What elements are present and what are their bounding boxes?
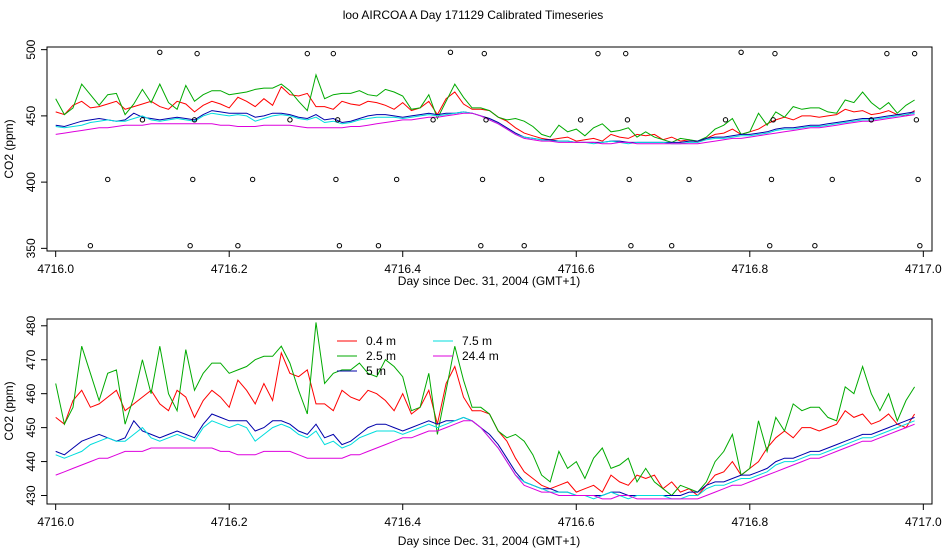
bottom-plot-frame <box>46 318 933 505</box>
bottom-series-line-1 <box>55 322 916 497</box>
top-x-tick-label: 4716.0 <box>37 262 74 276</box>
bottom-y-axis-label: CO2 (ppm) <box>2 381 16 440</box>
bottom-y-tick-label: 450 <box>24 417 38 437</box>
top-point <box>917 243 923 249</box>
top-point <box>336 243 343 249</box>
legend-label-2: 5 m <box>366 364 386 378</box>
legend-label-3: 7.5 m <box>462 334 492 348</box>
top-point <box>768 176 775 183</box>
bottom-series-line-2 <box>55 413 915 496</box>
top-point <box>481 50 487 57</box>
top-point <box>187 243 193 249</box>
bottom-x-tick-label: 4717.0 <box>905 515 942 529</box>
legend-label-1: 2.5 m <box>366 349 396 363</box>
bottom-x-axis-label: Day since Dec. 31, 2004 (GMT+1) <box>398 534 580 548</box>
top-point <box>829 176 835 183</box>
top-panel: 4716.0 4716.2 4716.4 4716.6 4716.8 4717.0 350… <box>2 39 942 288</box>
top-point <box>686 176 692 183</box>
top-point <box>767 243 773 249</box>
top-series-line-2 <box>55 110 915 143</box>
top-x-tick-label: 4716.6 <box>558 262 595 276</box>
top-point <box>235 243 241 249</box>
top-point <box>624 117 631 123</box>
bottom-y-tick-label: 480 <box>24 315 38 335</box>
top-point <box>190 176 196 183</box>
bottom-x-tick-label: 4716.0 <box>37 515 74 529</box>
top-point <box>669 243 675 249</box>
top-plot-frame <box>46 46 933 252</box>
top-y-axis: 350 400 450 500 <box>24 39 47 258</box>
top-point <box>447 49 454 55</box>
figure-title: loo AIRCOA A Day 171129 Calibrated Times… <box>343 8 604 22</box>
top-point <box>304 50 310 57</box>
top-point <box>375 243 382 249</box>
top-point <box>738 49 744 55</box>
top-point <box>770 117 776 123</box>
top-point <box>538 176 545 183</box>
bottom-y-tick-label: 440 <box>24 451 38 471</box>
top-point <box>521 243 527 249</box>
top-x-axis-label: Day since Dec. 31, 2004 (GMT+1) <box>398 274 580 288</box>
top-point <box>330 50 337 57</box>
top-point <box>430 117 436 123</box>
bottom-x-tick-label: 4716.8 <box>731 515 768 529</box>
top-point <box>626 176 632 183</box>
top-point <box>812 243 818 249</box>
top-series-line-0 <box>55 85 915 143</box>
legend: 0.4 m2.5 m5 m 7.5 m24.4 m <box>337 334 499 378</box>
top-point <box>913 117 920 123</box>
top-y-tick-label: 500 <box>24 39 38 59</box>
bottom-series-line-4 <box>55 420 915 500</box>
top-point <box>911 50 918 57</box>
top-point <box>623 50 629 57</box>
top-point <box>868 117 874 123</box>
top-point <box>249 176 256 183</box>
top-series-line-1 <box>55 73 915 143</box>
top-point <box>87 243 94 249</box>
top-point <box>194 50 200 57</box>
top-y-tick-label: 450 <box>24 106 38 126</box>
top-point <box>287 117 293 123</box>
top-x-tick-label: 4717.0 <box>905 262 942 276</box>
top-point <box>628 243 634 249</box>
top-point <box>191 117 198 123</box>
top-point <box>157 49 163 55</box>
top-point <box>483 117 489 123</box>
bottom-x-tick-label: 4716.2 <box>211 515 248 529</box>
bottom-y-axis: 430 440 450 460 470 480 <box>24 315 47 506</box>
top-y-tick-label: 400 <box>24 172 38 192</box>
top-point <box>334 117 341 123</box>
top-point <box>595 50 601 57</box>
top-point <box>393 176 400 183</box>
top-point <box>884 50 890 57</box>
bottom-series-line-0 <box>55 351 916 497</box>
legend-label-0: 0.4 m <box>366 334 396 348</box>
bottom-y-tick-label: 460 <box>24 383 38 403</box>
top-point <box>139 117 146 123</box>
bottom-y-tick-label: 430 <box>24 485 38 505</box>
bottom-x-tick-label: 4716.4 <box>384 515 421 529</box>
top-x-tick-label: 4716.8 <box>731 262 768 276</box>
bottom-x-tick-label: 4716.6 <box>558 515 595 529</box>
top-point <box>478 243 484 249</box>
legend-label-4: 24.4 m <box>462 349 499 363</box>
top-point <box>333 176 339 183</box>
bottom-x-axis: 4716.0 4716.2 4716.4 4716.6 4716.8 4717.0 <box>37 504 942 529</box>
bottom-y-tick-label: 470 <box>24 349 38 369</box>
top-point <box>577 117 584 123</box>
top-y-tick-label: 350 <box>24 238 38 258</box>
top-point <box>105 176 111 183</box>
top-point <box>772 50 778 57</box>
top-point <box>722 117 729 123</box>
top-y-axis-label: CO2 (ppm) <box>2 119 16 178</box>
bottom-panel: 4716.0 4716.2 4716.4 4716.6 4716.8 4717.0 430… <box>2 315 942 548</box>
top-point <box>479 176 486 183</box>
top-x-axis: 4716.0 4716.2 4716.4 4716.6 4716.8 4717.0 <box>37 251 942 276</box>
top-x-tick-label: 4716.2 <box>211 262 248 276</box>
top-gridless-plot <box>55 49 923 249</box>
bottom-plot <box>55 322 916 500</box>
top-point <box>915 176 921 183</box>
top-x-tick-label: 4716.4 <box>384 262 421 276</box>
